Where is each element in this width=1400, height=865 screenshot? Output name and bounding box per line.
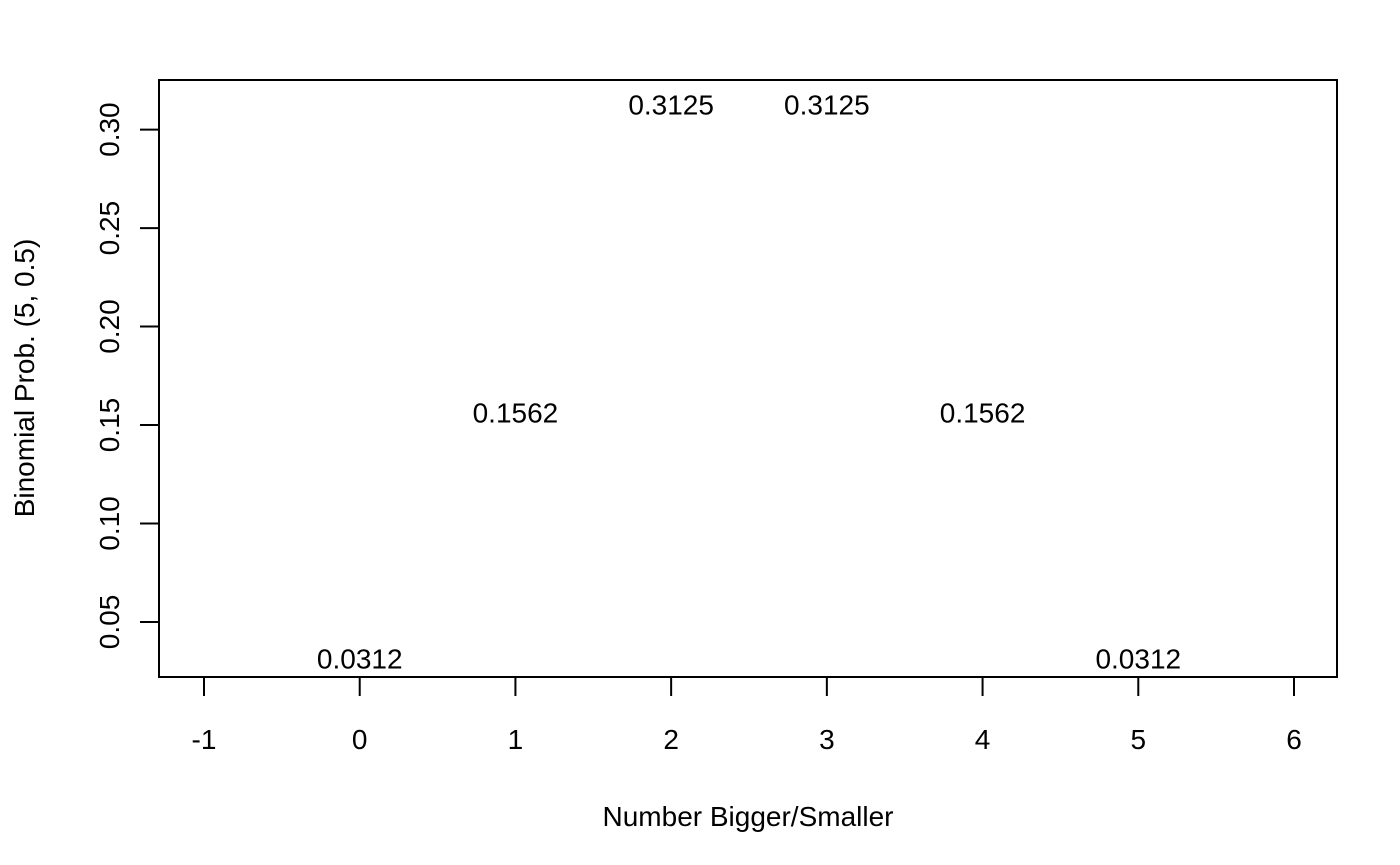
plot-frame <box>158 79 1338 678</box>
y-axis: 0.05 0.10 0.15 0.20 0.25 0.30 <box>94 102 160 650</box>
y-tick-label: 0.20 <box>94 299 125 354</box>
data-point-label: 0.3125 <box>628 90 714 121</box>
y-tick-label: 0.25 <box>94 201 125 256</box>
x-tick-label: -1 <box>192 724 217 755</box>
x-tick-label: 4 <box>975 724 991 755</box>
data-point-label: 0.0312 <box>317 644 403 675</box>
x-tick-label: 3 <box>819 724 835 755</box>
data-point-label: 0.0312 <box>1095 644 1181 675</box>
data-point-label: 0.1562 <box>940 397 1026 428</box>
y-tick-label: 0.10 <box>94 496 125 551</box>
x-tick-label: 6 <box>1286 724 1302 755</box>
y-tick-label: 0.15 <box>94 398 125 453</box>
data-point-label: 0.1562 <box>473 397 559 428</box>
y-tick-label: 0.30 <box>94 102 125 157</box>
x-tick-label: 1 <box>508 724 524 755</box>
x-axis-title: Number Bigger/Smaller <box>603 801 894 832</box>
x-tick-label: 0 <box>352 724 368 755</box>
x-tick-label: 2 <box>663 724 679 755</box>
x-tick-label: 5 <box>1130 724 1146 755</box>
data-labels: 0.0312 0.1562 0.3125 0.3125 0.1562 0.0312 <box>317 90 1181 675</box>
y-tick-label: 0.05 <box>94 595 125 650</box>
data-point-label: 0.3125 <box>784 90 870 121</box>
x-axis: -1 0 1 2 3 4 5 6 <box>192 676 1302 755</box>
y-axis-title: Binomial Prob. (5, 0.5) <box>9 239 40 518</box>
